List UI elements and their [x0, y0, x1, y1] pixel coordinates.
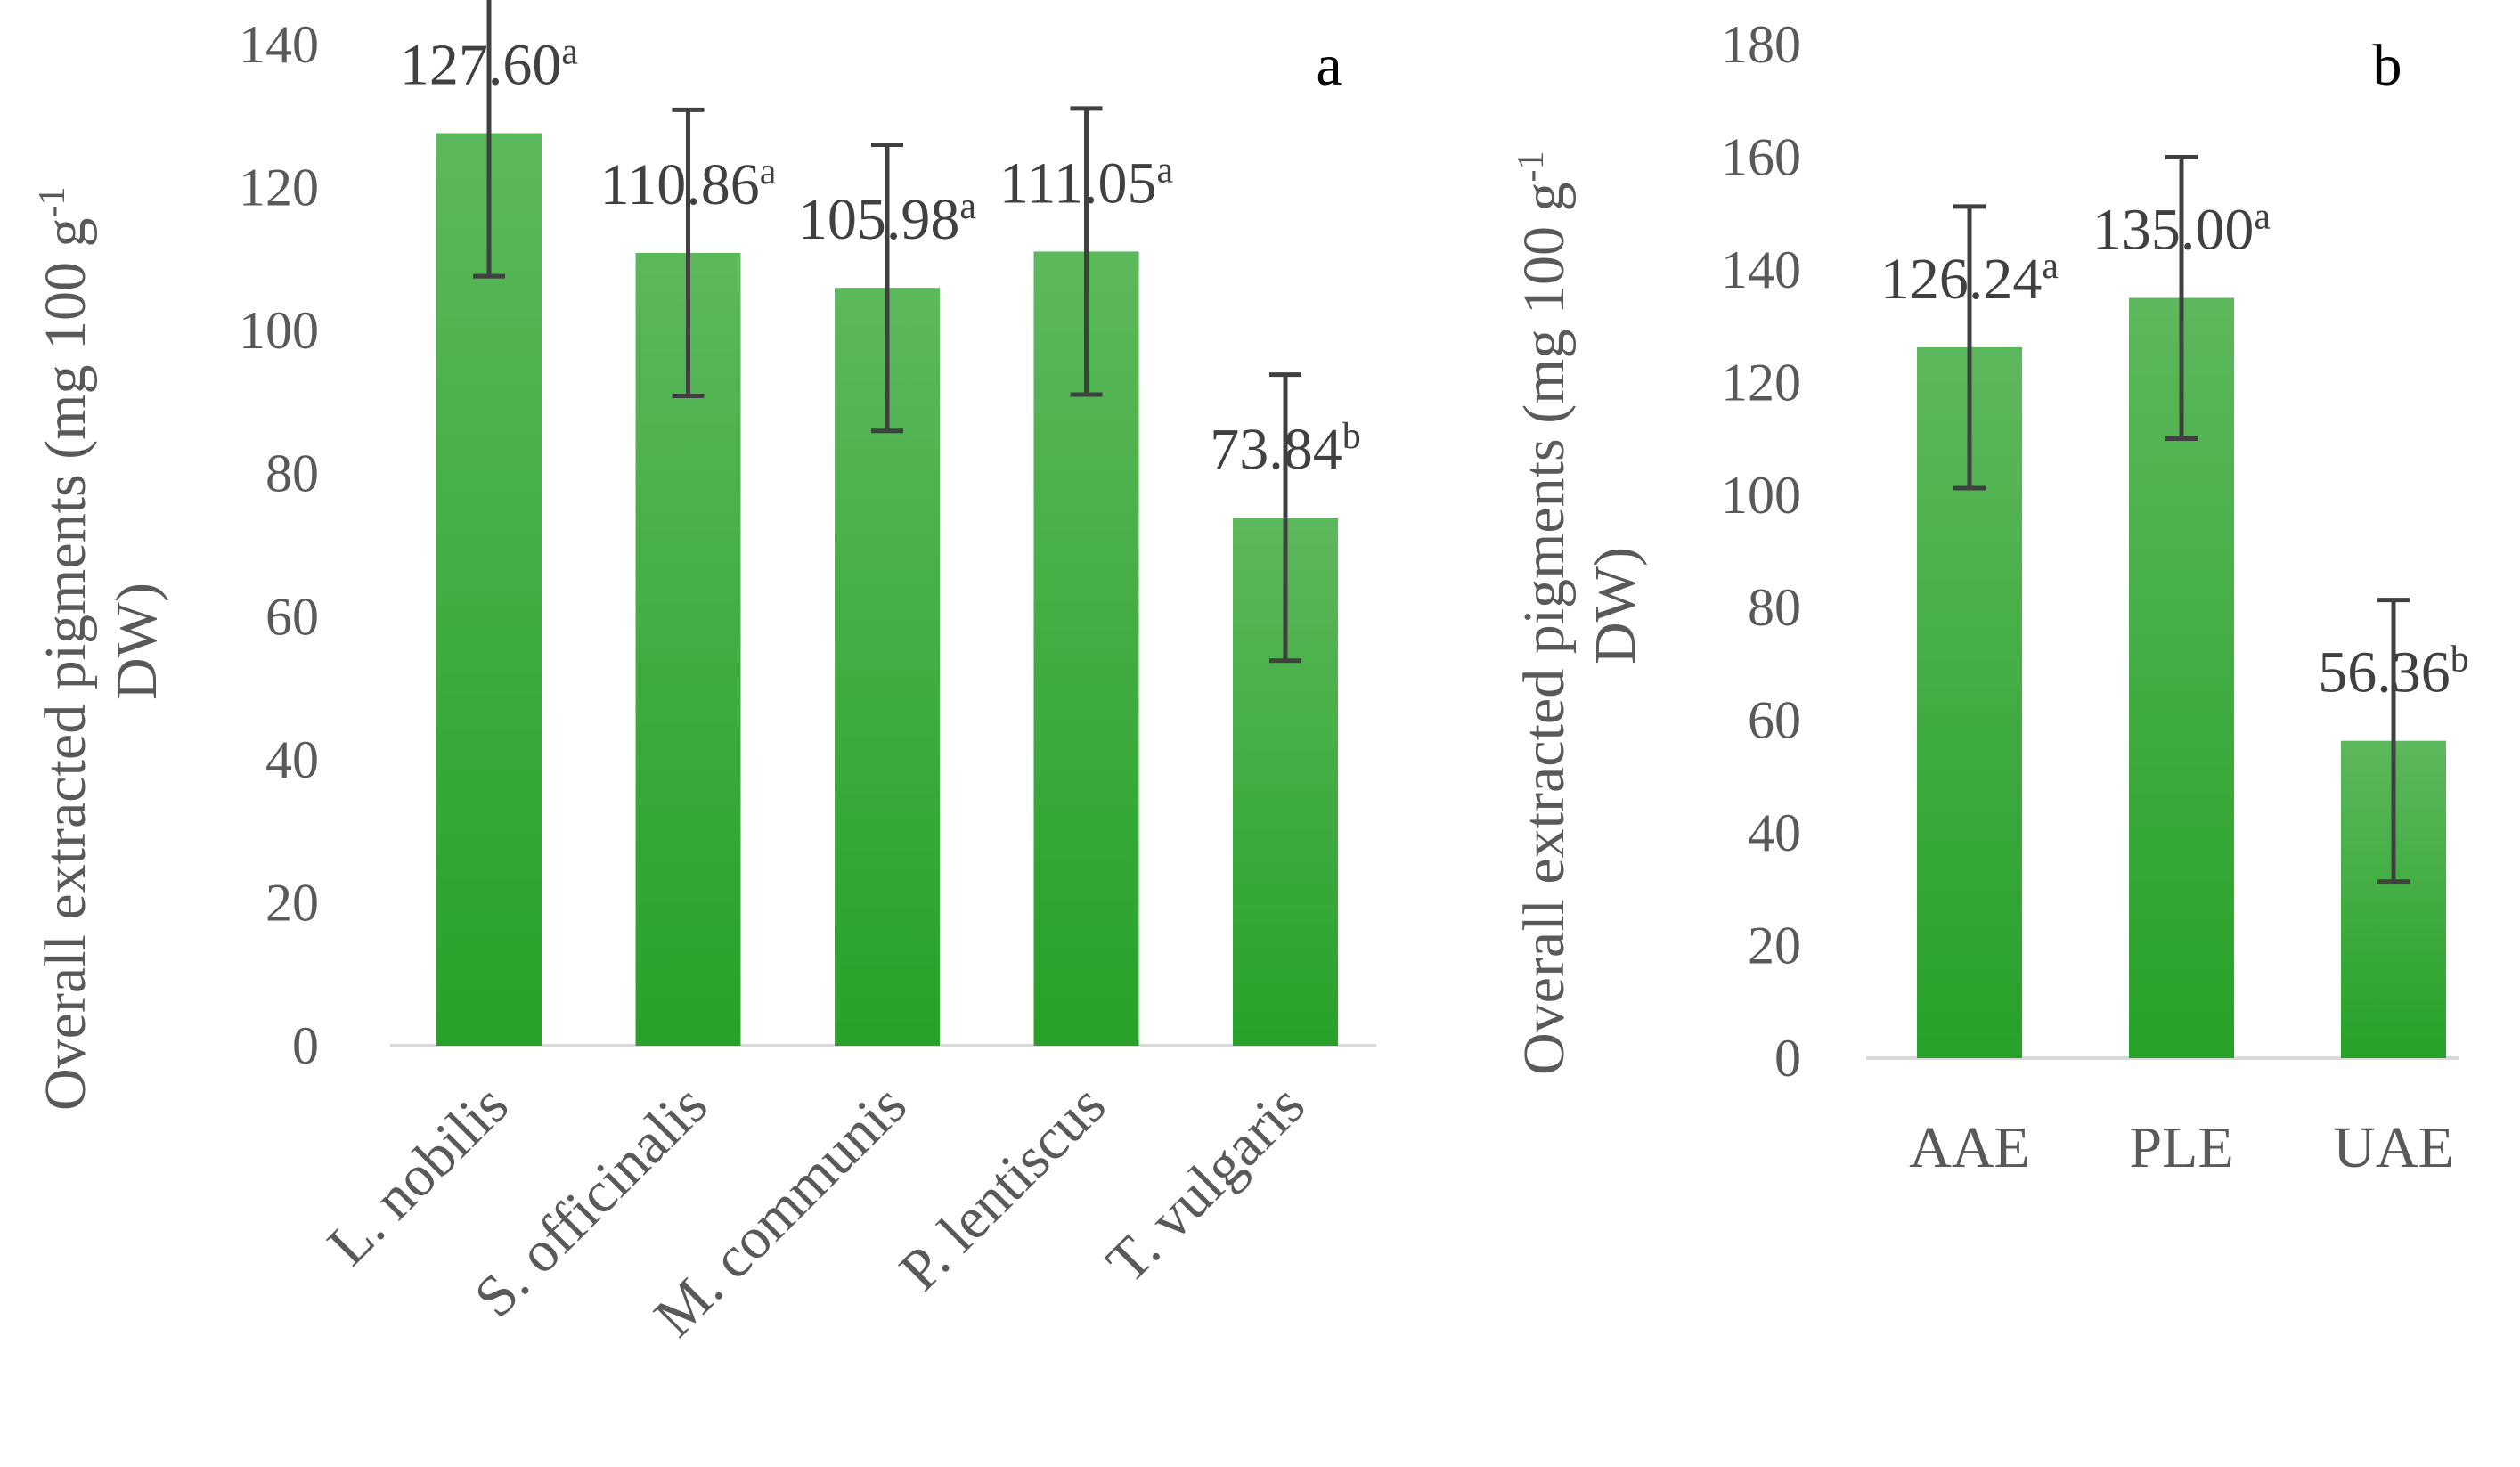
data-label-value: 73.84: [1210, 417, 1342, 482]
y-tick-label: 40: [265, 730, 319, 789]
y-axis-label-b-sup: -1: [1511, 151, 1552, 182]
y-tick-label: 140: [239, 15, 319, 74]
y-tick-label: 80: [265, 444, 319, 503]
data-label-value: 127.60: [400, 33, 562, 98]
panel-label-a: a: [1316, 33, 1342, 98]
y-axis-label-a: Overall extracted pigments (mg 100 g-1 D…: [32, 172, 169, 1111]
y-tick-label: 80: [1748, 578, 1801, 637]
data-label-letter: a: [2042, 246, 2059, 287]
y-axis-label-b: Overall extracted pigments (mg 100 g-1 D…: [1511, 136, 1648, 1075]
data-label: 105.98a: [798, 186, 977, 252]
x-tick-label: PLE: [2129, 1115, 2233, 1180]
chart-panel-b: b Overall extracted pigments (mg 100 g-1…: [1511, 15, 2469, 1180]
y-axis-label-a-sup: -1: [32, 186, 73, 217]
data-label: 111.05a: [999, 150, 1174, 216]
bar: [436, 133, 542, 1046]
y-tick-label: 20: [1748, 917, 1801, 975]
data-label-letter: a: [959, 186, 976, 227]
data-label-letter: a: [561, 32, 578, 73]
x-tick-label: L. nobilis: [315, 1072, 521, 1278]
y-ticks-a: 0 20 40 60 80 100 120 140: [239, 15, 319, 1075]
y-tick-label: 40: [1748, 803, 1801, 862]
x-tick-label: P. lentiscus: [887, 1072, 1118, 1303]
data-label-value: 111.05: [999, 151, 1157, 216]
y-tick-label: 120: [239, 159, 319, 217]
x-tick-label: UAE: [2333, 1115, 2454, 1180]
data-label-value: 110.86: [600, 152, 760, 217]
data-label: 135.00a: [2092, 197, 2271, 263]
data-label-letter: a: [2254, 197, 2271, 238]
y-axis-label-a-main: Overall extracted pigments (mg 100 g: [33, 217, 98, 1111]
data-label-letter: a: [1156, 150, 1173, 191]
data-label-letter: b: [1342, 416, 1361, 457]
data-label: 73.84b: [1210, 416, 1361, 482]
data-label: 127.60a: [400, 32, 579, 98]
y-tick-label: 20: [265, 873, 319, 932]
x-tick-label: T. vulgaris: [1094, 1072, 1317, 1295]
y-axis-label-b-main: Overall extracted pigments (mg 100 g: [1512, 182, 1577, 1075]
data-label: 110.86a: [600, 151, 777, 217]
y-tick-label: 120: [1721, 353, 1801, 412]
data-label-letter: b: [2451, 640, 2469, 681]
data-label-value: 56.36: [2318, 640, 2451, 705]
y-tick-label: 60: [1748, 691, 1801, 750]
data-label-value: 105.98: [798, 187, 960, 252]
data-label-value: 126.24: [1880, 247, 2043, 312]
y-axis-label-b-line2: DW): [1583, 547, 1648, 664]
x-tick-label: AAE: [1909, 1115, 2030, 1180]
data-label: 56.36b: [2318, 640, 2469, 705]
panel-label-b: b: [2373, 33, 2402, 98]
y-tick-label: 160: [1721, 127, 1801, 186]
y-tick-label: 0: [1774, 1029, 1801, 1088]
x-tick-labels-b: AAE PLE UAE: [1909, 1115, 2454, 1180]
y-tick-label: 100: [1721, 466, 1801, 525]
y-tick-label: 60: [265, 587, 319, 646]
y-tick-label: 180: [1721, 15, 1801, 74]
data-label-letter: a: [760, 151, 777, 192]
y-tick-label: 140: [1721, 240, 1801, 299]
data-label-value: 135.00: [2092, 198, 2255, 263]
y-tick-label: 100: [239, 301, 319, 360]
chart-panel-a: a Overall extracted pigments (mg 100 g-1…: [32, 0, 1376, 1349]
y-ticks-b: 0 20 40 60 80 100 120 140 160 180: [1721, 15, 1801, 1088]
data-label: 126.24a: [1880, 246, 2059, 312]
y-tick-label: 0: [292, 1016, 319, 1075]
y-axis-label-a-line2: DW): [104, 583, 169, 700]
